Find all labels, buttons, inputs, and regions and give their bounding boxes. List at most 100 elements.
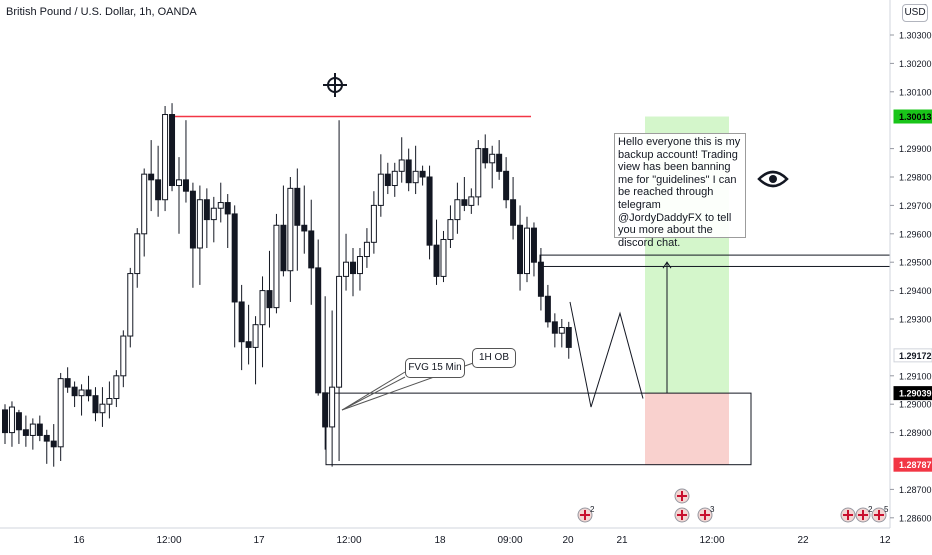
candle-bullish xyxy=(391,170,398,187)
price-tag-label: 1.30013 xyxy=(899,112,932,122)
y-tick-label: 1.29000 xyxy=(899,400,932,410)
candle-bearish xyxy=(384,173,391,187)
candle-bearish xyxy=(530,227,537,263)
eye-icon xyxy=(757,170,789,188)
price-tag xyxy=(893,386,932,401)
price-tag-label: 1.29039 xyxy=(899,389,932,399)
candle-bullish xyxy=(356,256,363,275)
candle-bearish xyxy=(43,434,50,442)
candle-bullish xyxy=(99,403,106,414)
candle-bearish xyxy=(537,261,544,297)
x-tick-label: 18 xyxy=(434,535,446,546)
candle-bearish xyxy=(189,190,196,249)
y-tick-label: 1.28900 xyxy=(899,428,932,438)
candle-bearish xyxy=(36,423,43,436)
candle-bearish xyxy=(148,173,155,181)
candle-bearish xyxy=(426,176,433,246)
candle-bullish xyxy=(412,170,419,184)
candle-bearish xyxy=(551,321,558,334)
candle-bearish xyxy=(231,213,238,303)
candle-bullish xyxy=(162,114,169,201)
candle-bullish xyxy=(113,375,120,400)
candle-bearish xyxy=(405,159,412,184)
projection-path xyxy=(569,301,644,408)
candle-bearish xyxy=(419,170,426,178)
text-note[interactable]: Hello everyone this is my backup account… xyxy=(614,133,746,249)
x-tick-label: 20 xyxy=(562,535,574,546)
event-count-badge: 5 xyxy=(884,505,889,514)
candle-bullish xyxy=(106,398,113,405)
y-tick-label: 1.29500 xyxy=(899,258,932,268)
candle-bearish xyxy=(544,295,551,323)
candle-bullish xyxy=(475,148,482,198)
y-tick-label: 1.30100 xyxy=(899,87,932,97)
y-tick-label: 1.29900 xyxy=(899,144,932,154)
price-tag-label: 1.29172 xyxy=(899,351,932,361)
event-count-badge: 2 xyxy=(590,505,595,514)
candle-bullish xyxy=(259,290,266,326)
candle-bullish xyxy=(447,219,454,240)
candle-bearish xyxy=(433,244,440,277)
candle-bearish xyxy=(294,187,301,226)
y-tick-label: 1.30300 xyxy=(899,31,932,41)
candle-bearish xyxy=(92,395,99,414)
position-stop-zone xyxy=(645,393,729,465)
candle-bearish xyxy=(224,202,231,215)
candle-bullish xyxy=(134,233,141,275)
candle-bullish xyxy=(454,199,461,221)
candle-bullish xyxy=(217,202,224,209)
candle-bearish xyxy=(2,409,8,434)
candle-bullish xyxy=(29,423,36,436)
candle-bearish xyxy=(155,179,162,201)
y-tick-label: 1.29800 xyxy=(899,173,932,183)
candle-bullish xyxy=(468,196,475,206)
candle-bullish xyxy=(336,275,343,388)
x-tick-label: 21 xyxy=(616,535,628,546)
candle-bearish xyxy=(15,412,22,431)
candle-bullish xyxy=(273,224,280,309)
chart-title: British Pound / U.S. Dollar, 1h, OANDA xyxy=(6,6,197,18)
callout-fvg-15-min[interactable]: FVG 15 Min xyxy=(405,358,465,378)
candle-bullish xyxy=(78,389,85,397)
candle-bearish xyxy=(315,267,322,394)
candle-bearish xyxy=(203,199,210,221)
x-tick-label: 12:00 xyxy=(156,535,181,546)
callout-1h-ob[interactable]: 1H OB xyxy=(472,348,516,368)
candle-bearish xyxy=(496,153,503,172)
candle-bullish xyxy=(127,273,134,337)
price-tag-label: 1.28787 xyxy=(899,460,932,470)
x-tick-label: 12:00 xyxy=(699,535,724,546)
candle-bullish xyxy=(287,187,294,272)
candle-bearish xyxy=(308,230,315,269)
y-tick-label: 1.28700 xyxy=(899,485,932,495)
y-tick-label: 1.29300 xyxy=(899,315,932,325)
candle-bullish xyxy=(343,261,350,277)
candle-bearish xyxy=(245,341,252,348)
currency-button[interactable]: USD xyxy=(902,4,928,22)
fvg-zone-box xyxy=(325,392,752,466)
candle-bullish xyxy=(398,159,405,172)
candle-bearish xyxy=(280,224,287,272)
x-tick-label: 22 xyxy=(797,535,809,546)
y-tick-label: 1.29700 xyxy=(899,201,932,211)
y-tick-label: 1.28600 xyxy=(899,513,932,523)
candle-bearish xyxy=(301,224,308,232)
candle-bearish xyxy=(461,199,468,206)
candle-bearish xyxy=(482,148,489,164)
candle-bearish xyxy=(169,114,176,187)
price-tag xyxy=(893,457,932,472)
candle-bearish xyxy=(517,224,524,275)
candle-bullish xyxy=(252,324,259,348)
event-count-badge: 2 xyxy=(868,505,873,514)
event-count-badge: 3 xyxy=(710,505,715,514)
candle-bullish xyxy=(141,173,148,235)
x-tick-label: 16 xyxy=(73,535,85,546)
candle-bearish xyxy=(182,179,189,192)
candle-bullish xyxy=(524,227,530,275)
y-tick-label: 1.29600 xyxy=(899,229,932,239)
candle-bearish xyxy=(50,440,57,448)
candle-bullish xyxy=(363,241,370,258)
target-arrow-head xyxy=(662,261,672,269)
